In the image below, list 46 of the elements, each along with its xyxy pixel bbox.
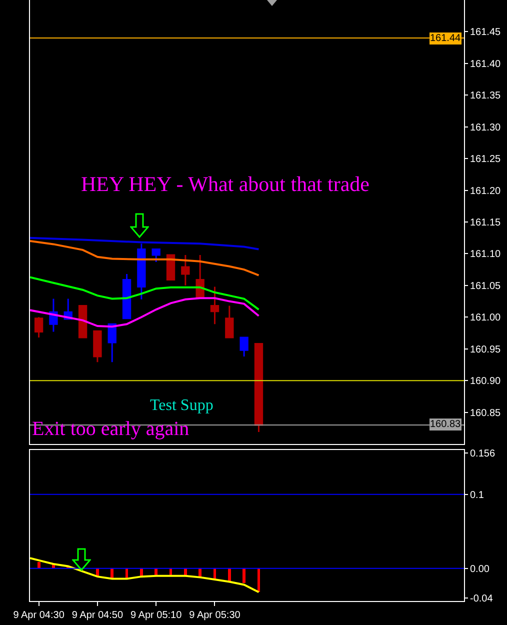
y-tick-label: 0.1 <box>470 490 484 501</box>
candlestick <box>196 254 204 298</box>
y-tick-label: 0.00 <box>470 564 490 575</box>
candlestick <box>225 304 234 338</box>
candlestick <box>210 286 220 325</box>
y-tick-label: 161.35 <box>470 90 502 102</box>
annotation: Test Supp <box>150 397 214 414</box>
candlestick <box>240 336 248 358</box>
y-tick-label: 161.25 <box>470 154 502 166</box>
candlestick <box>181 254 190 286</box>
candlestick <box>122 273 132 320</box>
y-tick-label: 161.05 <box>470 280 502 292</box>
y-tick-label: 161.45 <box>470 27 502 38</box>
candlestick <box>93 330 102 363</box>
bar <box>37 562 40 568</box>
y-tick-label: 161.40 <box>470 58 502 70</box>
bar <box>228 568 231 582</box>
candlestick <box>166 254 176 280</box>
y-tick-label: 161.30 <box>470 122 502 134</box>
y-tick-label: 161.15 <box>470 218 502 228</box>
y-tick-label: 161.20 <box>470 186 502 197</box>
y-tick-label: 0.156 <box>470 448 496 460</box>
candlestick <box>137 242 146 300</box>
candlestick <box>152 248 160 263</box>
y-tick-label: -0.04 <box>470 594 494 605</box>
bar <box>242 568 246 584</box>
y-tick-label: 161.00 <box>470 312 502 324</box>
x-tick-label: 9 Apr 04:30 <box>13 610 65 621</box>
candlestick <box>108 323 116 363</box>
candlestick <box>78 304 88 338</box>
y-tick-label: 160.95 <box>470 344 502 356</box>
bar <box>198 568 202 577</box>
candlestick <box>254 343 264 433</box>
y-tick-label: 161.10 <box>470 249 502 260</box>
bar <box>184 568 187 576</box>
y-tick-label: 160.90 <box>470 376 502 388</box>
bar <box>110 568 114 578</box>
x-tick-label: 9 Apr 04:50 <box>72 610 124 621</box>
annotation: HEY HEY - What about that trade <box>81 172 370 196</box>
y-tick-label: 160.85 <box>470 408 502 419</box>
bar <box>154 568 158 576</box>
x-tick-label: 9 Apr 05:10 <box>130 610 182 621</box>
ref-line-label: 160.83 <box>430 419 462 430</box>
x-tick-label: 9 Apr 05:30 <box>189 610 241 621</box>
candlestick <box>34 316 44 338</box>
ref-line-label: 161.44 <box>430 33 462 44</box>
